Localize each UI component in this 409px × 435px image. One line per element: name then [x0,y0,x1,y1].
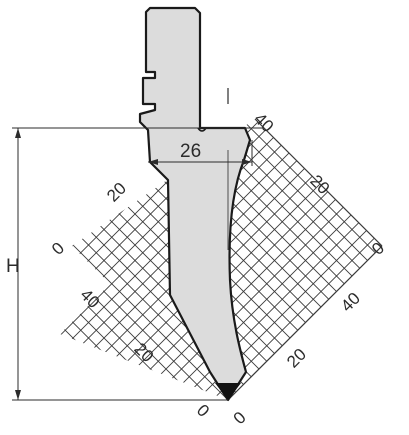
grid-line [92,0,409,430]
scale-label-left-lower-20: 20 [130,339,157,366]
tip-label-right-0: 0 [230,408,250,428]
scale-label-right-lower-20: 20 [283,345,310,372]
scale-label-left-40: 40 [76,285,103,312]
grid-line [92,0,409,430]
height-label: H [6,256,20,277]
scale-label-right-lower-40: 40 [337,289,364,316]
scale-label-left-0: 0 [48,239,68,259]
tip-label-left-0: 0 [193,401,213,421]
width-label: 26 [180,141,201,162]
scale-label-left-20: 20 [103,179,130,206]
